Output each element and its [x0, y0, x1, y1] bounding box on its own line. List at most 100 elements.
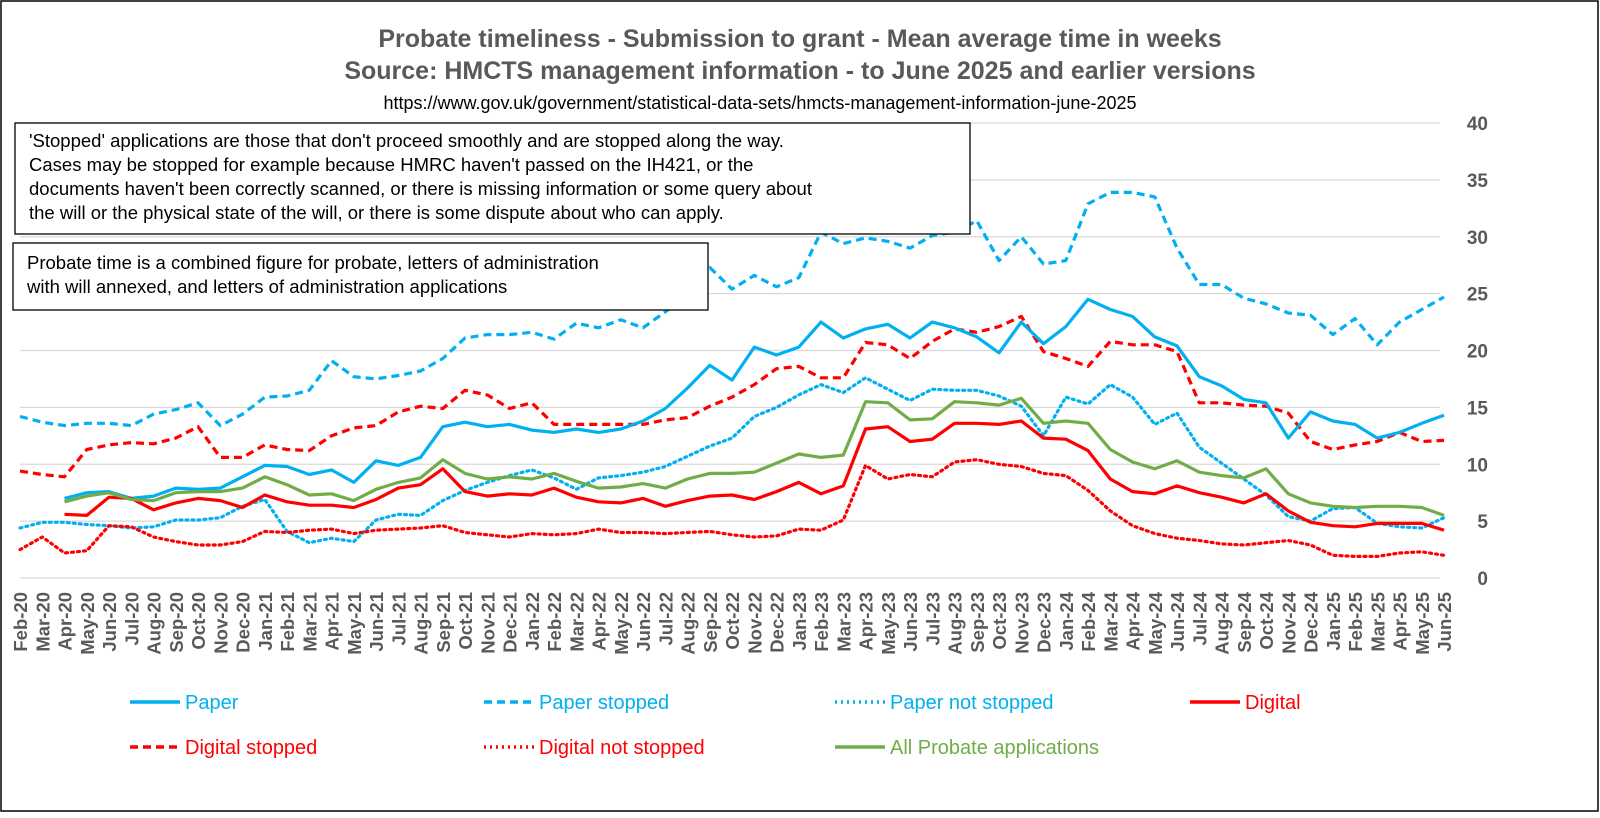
x-tick-label: Apr-22 [589, 592, 610, 651]
legend: Paper Paper stopped Paper not stopped Digit… [130, 692, 1301, 759]
note-stopped-line: Cases may be stopped for example because… [29, 154, 753, 175]
x-tick-label: Jun-22 [633, 592, 654, 652]
legend-label: Digital not stopped [539, 737, 705, 759]
series-line-paper-not-stopped [18, 376, 1446, 545]
x-tick-label: Feb-23 [811, 592, 832, 652]
x-tick-label: Oct-22 [722, 592, 743, 650]
x-tick-label: Jul-24 [1189, 591, 1210, 645]
note-stopped-frame [14, 122, 971, 235]
x-tick-label: Mar-20 [32, 592, 53, 652]
legend-label: Digital stopped [185, 737, 317, 759]
x-tick-label: Sep-23 [967, 592, 988, 653]
x-tick-label: Jan-21 [255, 592, 276, 651]
x-tick-label: Jun-20 [99, 592, 120, 652]
note-probate-frame [12, 242, 709, 311]
x-tick-label: Oct-21 [455, 592, 476, 650]
x-tick-label: Apr-24 [1123, 591, 1144, 650]
x-tick-label: Feb-25 [1345, 592, 1366, 652]
legend-label: Digital [1245, 692, 1301, 714]
x-tick-label: Nov-23 [1011, 592, 1032, 654]
x-tick-label: Sep-21 [433, 592, 454, 653]
y-tick-label: 5 [1477, 512, 1488, 533]
legend-label: Paper [185, 692, 239, 714]
x-tick-label: Apr-21 [322, 592, 343, 651]
x-tick-label: Jan-24 [1056, 591, 1077, 650]
x-tick-label: Mar-25 [1367, 592, 1388, 652]
x-tick-label: May-24 [1145, 591, 1166, 654]
x-tick-label: Jan-23 [789, 592, 810, 651]
series-lines [18, 190, 1446, 558]
x-tick-label: Jun-23 [900, 592, 921, 652]
x-tick-label: Apr-20 [55, 592, 76, 651]
x-tick-label: Jan-25 [1323, 592, 1344, 651]
x-tick-label: Sep-24 [1234, 591, 1255, 652]
x-tick-label: Jul-20 [121, 592, 142, 645]
x-tick-label: Feb-20 [10, 592, 31, 652]
x-tick-label: Nov-20 [210, 592, 231, 654]
x-tick-label: Jun-21 [366, 592, 387, 652]
x-tick-label: Feb-22 [544, 592, 565, 652]
y-tick-label: 20 [1467, 342, 1488, 363]
x-tick-label: Mar-21 [299, 592, 320, 652]
x-tick-label: Nov-24 [1278, 591, 1299, 653]
x-tick-label: Apr-25 [1390, 592, 1411, 651]
note-probate-line: with will annexed, and letters of admini… [26, 276, 507, 297]
series-line-digital-stopped [19, 314, 1445, 479]
x-tick-label: Aug-20 [144, 592, 165, 655]
x-tick-label: Aug-22 [678, 592, 699, 655]
x-tick-label: Dec-20 [233, 592, 254, 653]
x-axis: Feb-20 Mar-20 Apr-20 May-20 Jun-20 Jul-20 Aug-… [10, 591, 1455, 654]
x-tick-label: Nov-22 [744, 592, 765, 654]
x-tick-label: May-23 [878, 592, 899, 655]
legend-label: Paper not stopped [890, 692, 1053, 714]
x-tick-label: Jul-21 [388, 592, 409, 645]
x-tick-label: Aug-24 [1212, 591, 1233, 654]
chart-title: Probate timeliness - Submission to grant… [378, 25, 1221, 53]
x-tick-label: Mar-24 [1100, 591, 1121, 651]
series-line-all-probate-applications [64, 396, 1445, 517]
x-tick-label: Jan-22 [522, 592, 543, 651]
y-axis: 0 5 10 15 20 25 30 35 40 [1467, 114, 1489, 590]
legend-label: All Probate applications [890, 737, 1099, 759]
note-stopped-line: documents haven't been correctly scanned… [29, 178, 812, 199]
note-probate-box: Probate time is a combined figure for pr… [12, 242, 709, 311]
x-tick-label: May-21 [344, 592, 365, 655]
x-tick-label: Feb-24 [1078, 591, 1099, 651]
x-tick-label: Sep-22 [700, 592, 721, 653]
y-tick-label: 0 [1477, 569, 1488, 590]
note-stopped-box: 'Stopped' applications are those that do… [14, 122, 971, 235]
legend-label: Paper stopped [539, 692, 669, 714]
y-tick-label: 30 [1467, 228, 1488, 249]
x-tick-label: Aug-23 [945, 592, 966, 655]
note-stopped-line: 'Stopped' applications are those that do… [29, 130, 784, 151]
source-url: https://www.gov.uk/government/statistica… [383, 93, 1136, 113]
x-tick-label: Oct-24 [1256, 591, 1277, 649]
series-line-digital [64, 419, 1445, 532]
x-tick-label: Oct-23 [989, 592, 1010, 650]
y-tick-label: 25 [1467, 285, 1489, 306]
y-tick-label: 10 [1467, 455, 1488, 476]
x-tick-label: Dec-21 [500, 592, 521, 653]
x-tick-label: May-20 [77, 592, 98, 655]
x-tick-label: Nov-21 [477, 592, 498, 654]
y-tick-label: 35 [1467, 171, 1489, 192]
x-tick-label: Dec-24 [1301, 591, 1322, 652]
x-tick-label: May-22 [611, 592, 632, 655]
x-tick-label: Mar-23 [833, 592, 854, 652]
series-line-digital-not-stopped [18, 458, 1446, 558]
y-tick-label: 40 [1467, 114, 1488, 135]
x-tick-label: Apr-23 [856, 592, 877, 651]
y-tick-label: 15 [1467, 398, 1489, 419]
x-tick-label: Dec-23 [1034, 592, 1055, 653]
series-line-paper-stopped [19, 190, 1445, 428]
x-tick-label: Jul-22 [655, 592, 676, 645]
note-stopped-line: the will or the physical state of the wi… [29, 202, 724, 223]
x-tick-label: Aug-21 [411, 592, 432, 655]
x-tick-label: Jun-24 [1167, 591, 1188, 651]
chart-subtitle: Source: HMCTS management information - t… [344, 57, 1255, 85]
x-tick-label: Jun-25 [1434, 592, 1455, 652]
x-tick-label: Oct-20 [188, 592, 209, 650]
x-tick-label: May-25 [1412, 592, 1433, 655]
